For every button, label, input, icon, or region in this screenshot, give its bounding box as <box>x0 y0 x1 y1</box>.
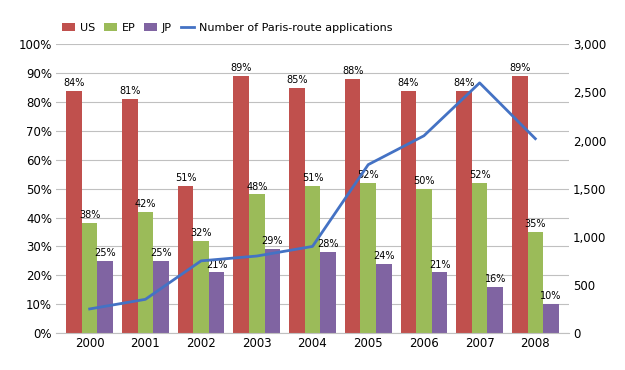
Text: 48%: 48% <box>246 182 268 192</box>
Bar <box>543 304 559 333</box>
Text: 85%: 85% <box>286 75 308 85</box>
Bar <box>122 99 138 333</box>
Bar <box>320 252 336 333</box>
Text: 84%: 84% <box>63 78 85 88</box>
Bar <box>98 261 113 333</box>
Text: 52%: 52% <box>469 170 491 180</box>
Text: 52%: 52% <box>357 170 379 180</box>
Legend: US, EP, JP, Number of Paris-route applications: US, EP, JP, Number of Paris-route applic… <box>62 23 392 33</box>
Bar <box>345 79 361 333</box>
Text: 38%: 38% <box>79 211 101 221</box>
Text: 29%: 29% <box>262 236 283 246</box>
Text: 21%: 21% <box>429 259 450 269</box>
Text: 81%: 81% <box>119 86 141 96</box>
Bar <box>456 91 472 333</box>
Text: 28%: 28% <box>318 239 339 249</box>
Text: 84%: 84% <box>453 78 475 88</box>
Bar <box>528 232 543 333</box>
Text: 89%: 89% <box>509 63 531 73</box>
Text: 35%: 35% <box>524 219 546 229</box>
Bar <box>512 76 528 333</box>
Bar <box>233 76 249 333</box>
Text: 42%: 42% <box>134 199 156 209</box>
Text: 50%: 50% <box>413 176 434 186</box>
Bar <box>416 189 432 333</box>
Text: 24%: 24% <box>373 251 394 261</box>
Text: 32%: 32% <box>191 228 212 238</box>
Bar <box>472 183 488 333</box>
Text: 89%: 89% <box>231 63 252 73</box>
Text: 88%: 88% <box>342 66 363 76</box>
Bar <box>305 186 320 333</box>
Bar <box>82 223 98 333</box>
Bar <box>432 272 447 333</box>
Text: 51%: 51% <box>302 173 323 183</box>
Bar <box>153 261 169 333</box>
Text: 25%: 25% <box>94 248 116 258</box>
Text: 21%: 21% <box>206 259 228 269</box>
Bar <box>361 183 376 333</box>
Text: 10%: 10% <box>540 291 562 301</box>
Bar <box>289 88 305 333</box>
Bar <box>138 212 153 333</box>
Bar <box>401 91 416 333</box>
Bar <box>264 249 280 333</box>
Bar <box>488 287 503 333</box>
Text: 25%: 25% <box>150 248 172 258</box>
Text: 51%: 51% <box>175 173 196 183</box>
Bar <box>66 91 82 333</box>
Bar <box>376 264 392 333</box>
Bar <box>193 240 209 333</box>
Text: 16%: 16% <box>484 274 506 284</box>
Text: 84%: 84% <box>398 78 419 88</box>
Bar <box>249 195 264 333</box>
Bar <box>177 186 193 333</box>
Bar <box>209 272 224 333</box>
